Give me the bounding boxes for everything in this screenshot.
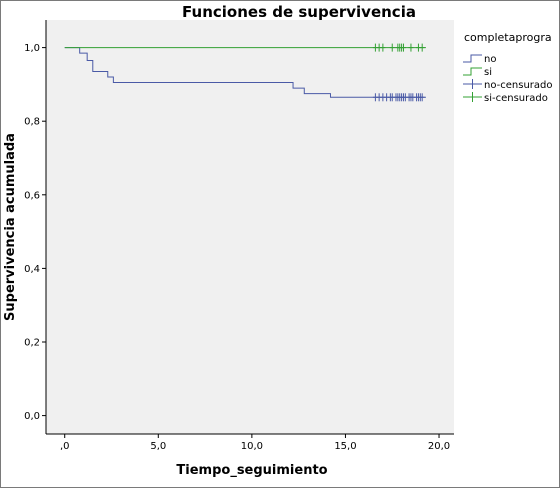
y-tick-label: 0,0 — [24, 411, 40, 422]
legend-item-no: no — [463, 54, 496, 65]
legend-item-no-censurado: no-censurado — [463, 79, 553, 91]
legend-swatch-no — [463, 54, 482, 63]
censored-marker-si-censurado — [380, 43, 386, 52]
censored-marker-no-censurado — [419, 93, 425, 102]
y-tick-label: 0,4 — [24, 264, 40, 275]
x-axis-title: Tiempo_seguimiento — [176, 463, 327, 478]
censored-marker-si-censurado — [408, 43, 414, 52]
plot-content — [64, 43, 426, 102]
plot-area — [46, 20, 454, 434]
series-no-line — [64, 47, 426, 98]
legend: completaprogra no si no-censurado si-censur… — [463, 31, 553, 104]
censored-marker-si-censurado — [389, 43, 395, 52]
chart-title: Funciones de supervivencia — [182, 3, 416, 21]
legend-swatch-si-censurado — [463, 92, 482, 102]
legend-label-no: no — [484, 54, 496, 65]
censored-marker-si-censurado — [419, 43, 425, 52]
x-tick-label: 5,0 — [150, 441, 166, 452]
censored-marker-si-censurado — [400, 43, 406, 52]
legend-label-si-censurado: si-censurado — [484, 93, 548, 104]
legend-label-si: si — [484, 67, 492, 78]
y-tick-label: 0,8 — [24, 117, 40, 128]
y-tick-label: 1,0 — [24, 43, 40, 54]
x-tick-label: ,0 — [60, 441, 70, 452]
x-tick-label: 20,0 — [428, 441, 450, 452]
y-axis-title: Supervivencia acumulada — [3, 133, 18, 321]
y-ticks: 0,0 0,2 0,4 0,6 0,8 1,0 — [24, 43, 46, 422]
legend-title: completaprogra — [464, 31, 552, 44]
y-tick-label: 0,2 — [24, 338, 40, 349]
legend-swatch-no-censurado — [463, 79, 482, 89]
x-ticks: ,0 5,0 10,0 15,0 20,0 — [60, 434, 450, 452]
legend-item-si-censurado: si-censurado — [463, 92, 548, 104]
legend-swatch-si — [463, 67, 482, 76]
legend-label-no-censurado: no-censurado — [484, 80, 553, 91]
x-tick-label: 10,0 — [241, 441, 263, 452]
y-tick-label: 0,6 — [24, 190, 40, 201]
x-tick-label: 15,0 — [334, 441, 356, 452]
legend-item-si: si — [463, 67, 492, 78]
